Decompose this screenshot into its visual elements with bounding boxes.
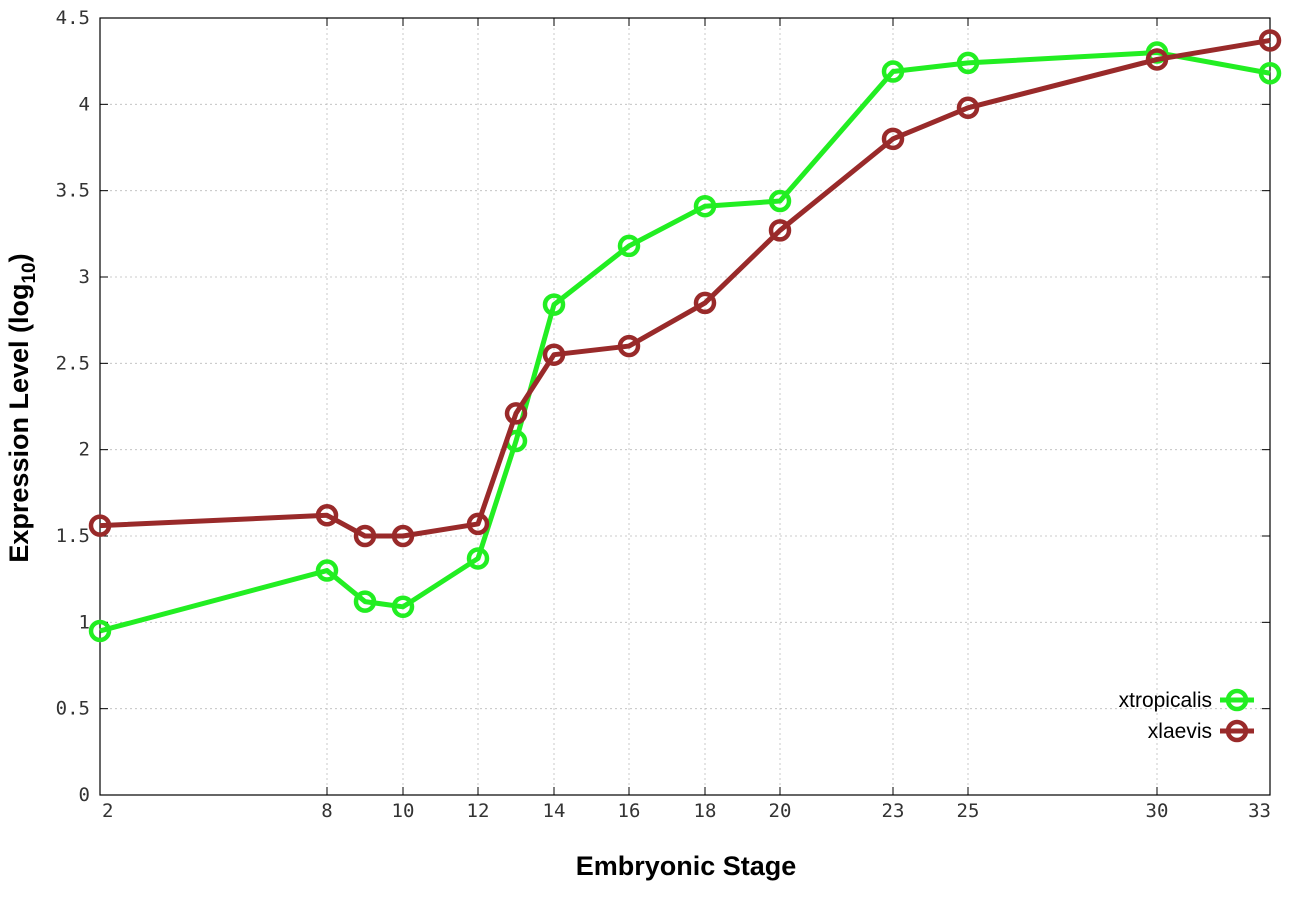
data-point-xlaevis: [504, 402, 528, 425]
y-tick-label: 3.5: [56, 180, 90, 202]
data-point-xlaevis: [881, 127, 905, 151]
data-point-xlaevis: [391, 524, 415, 548]
y-axis-title-main: Expression Level (log: [4, 284, 34, 563]
y-tick-label: 4: [79, 93, 90, 115]
x-tick-label: 8: [321, 800, 332, 822]
series-xlaevis: [88, 29, 1282, 548]
x-axis-ticks: 2 8 10 12 14 16 18 20 23 25 30 33: [99, 18, 1271, 822]
x-tick-label: 23: [882, 800, 905, 822]
x-tick-label: 18: [694, 800, 717, 822]
y-axis-title-close: ): [4, 253, 34, 262]
data-point-xlaevis: [693, 291, 717, 315]
legend-item-xtropicalis: xtropicalis: [1119, 688, 1254, 712]
y-tick-label: 0.5: [56, 698, 90, 720]
x-tick-label: 2: [102, 800, 113, 822]
data-point-xtropicalis: [617, 234, 641, 258]
y-tick-label: 1: [79, 611, 90, 633]
legend-swatch-marker: [1225, 688, 1249, 712]
data-point-xtropicalis: [353, 590, 377, 613]
legend-swatch-marker: [1225, 719, 1249, 743]
series-line-xtropicalis: [99, 50, 1271, 634]
data-point-xlaevis: [956, 96, 980, 120]
series-group: [88, 29, 1282, 643]
y-tick-label: 2: [79, 439, 90, 461]
grid: [100, 18, 1270, 795]
y-tick-label: 4.5: [56, 7, 90, 29]
plot-frame: [99, 17, 1271, 796]
legend-item-xlaevis: xlaevis: [1148, 719, 1254, 743]
x-axis-title: Embryonic Stage: [576, 851, 797, 881]
y-axis-title: Expression Level (log10): [4, 253, 40, 562]
data-point-xlaevis: [353, 524, 377, 548]
y-tick-label: 1.5: [56, 525, 90, 547]
data-point-xtropicalis: [956, 51, 980, 75]
legend-label: xtropicalis: [1119, 689, 1212, 712]
data-point-xtropicalis: [1258, 62, 1282, 85]
x-tick-label: 30: [1146, 800, 1169, 822]
data-point-xlaevis: [1258, 29, 1282, 52]
series-xtropicalis: [88, 41, 1282, 643]
x-tick-label: 16: [618, 800, 641, 822]
data-point-xlaevis: [466, 512, 490, 536]
legend: xtropicalis xlaevis: [1119, 688, 1254, 743]
x-tick-label: 12: [467, 800, 490, 822]
y-axis-title-subscript: 10: [19, 262, 40, 283]
x-tick-label: 25: [957, 800, 980, 822]
data-point-xtropicalis: [466, 547, 490, 570]
data-point-xtropicalis: [391, 595, 415, 619]
data-point-xlaevis: [542, 343, 566, 366]
x-tick-label: 10: [392, 800, 415, 822]
data-point-xtropicalis: [881, 60, 905, 83]
series-line-xlaevis: [99, 37, 1271, 539]
data-point-xlaevis: [1145, 48, 1169, 71]
data-point-xtropicalis: [542, 293, 566, 316]
legend-label: xlaevis: [1148, 720, 1212, 743]
data-point-xtropicalis: [768, 189, 792, 213]
data-point-xtropicalis: [315, 559, 339, 582]
data-point-xlaevis: [88, 514, 112, 537]
y-tick-label: 2.5: [56, 352, 90, 374]
x-tick-label: 14: [543, 800, 566, 822]
y-axis-ticks: 0 0.5 1 1.5 2 2.5 3 3.5 4 4.5: [56, 7, 1270, 806]
data-point-xlaevis: [617, 334, 641, 358]
data-point-xlaevis: [315, 504, 339, 527]
data-point-xtropicalis: [693, 194, 717, 218]
y-tick-label: 0: [79, 784, 90, 806]
data-point-xlaevis: [768, 219, 792, 242]
data-point-xtropicalis: [88, 619, 112, 643]
x-tick-label: 20: [769, 800, 792, 822]
y-tick-label: 3: [79, 266, 90, 288]
x-tick-label: 33: [1248, 800, 1271, 822]
